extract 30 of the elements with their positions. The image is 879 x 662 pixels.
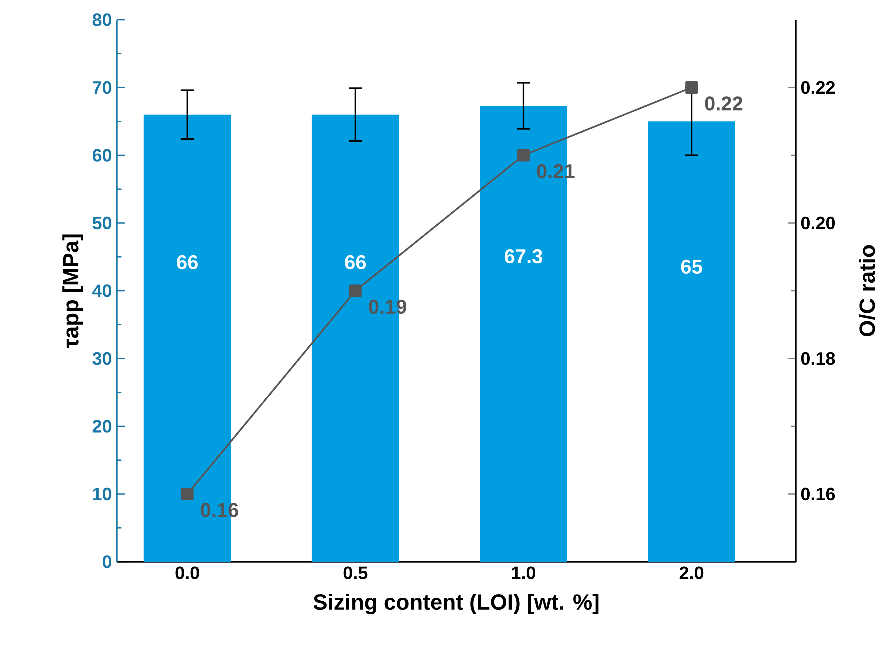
y2-tick-label: 0.20 [801,216,836,230]
y-tick-label: 0 [102,556,112,568]
y-tick-label: 80 [92,14,112,26]
data-label: 66 [345,255,366,270]
bar [648,122,736,562]
x-tick-label: 1.0 [512,566,536,580]
y2-axis-title: O/C ratio [859,245,876,337]
point [518,149,530,162]
point [349,284,362,298]
y-axis-title: τapp [MPa] [62,234,84,348]
point [686,82,698,94]
data-label: 0.22 [705,96,743,111]
y-tick-label: 10 [93,488,112,501]
x-tick-label: 0.0 [176,566,200,580]
data-label: 65 [681,260,702,274]
y2-tick-label: 0.18 [801,352,836,366]
y-tick-label: 20 [92,420,112,433]
x-tick-label: 0.5 [344,566,368,580]
point [181,488,194,500]
y-tick-label: 40 [92,284,112,298]
data-label: 66 [177,255,198,270]
x-tick-label: 2.0 [680,566,704,580]
x-axis-title: Sizing content (LOI) [wt. %] [314,594,599,615]
data-label: 67.3 [504,249,542,264]
y-tick-label: 30 [92,352,112,366]
y2-tick-label: 0.22 [801,81,836,94]
y-tick-label: 60 [92,149,112,162]
y2-tick-label: 0.16 [801,488,836,501]
y-tick-label: 50 [92,216,112,230]
y-tick-label: 70 [93,81,112,94]
